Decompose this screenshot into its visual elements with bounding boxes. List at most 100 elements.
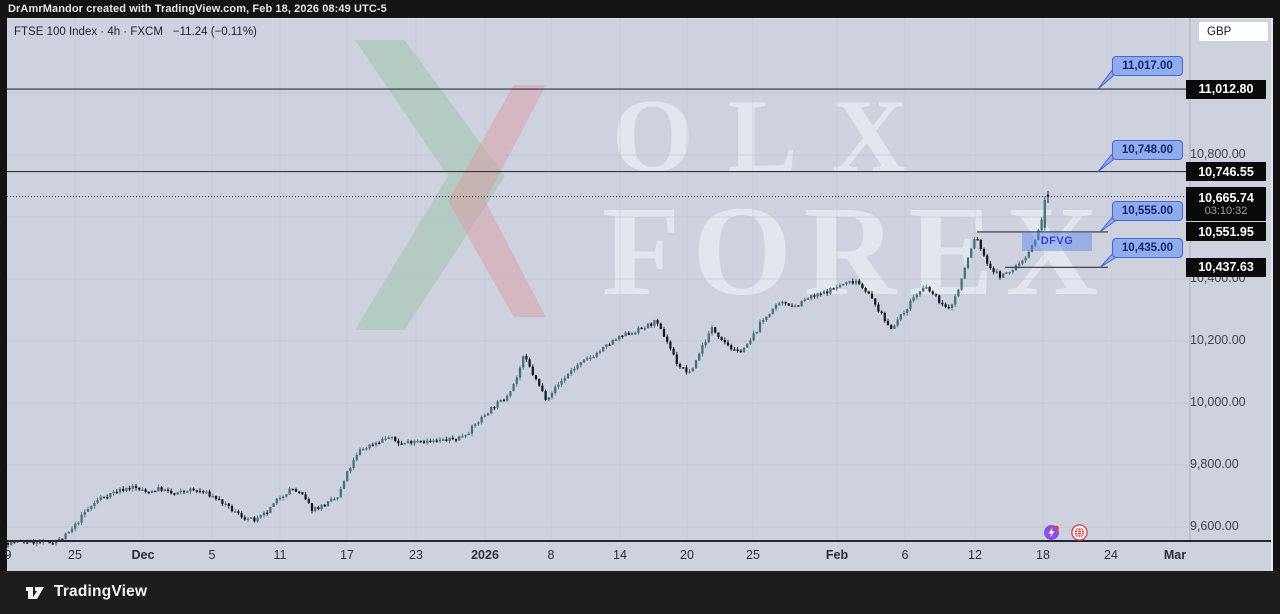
candle-body <box>800 301 803 306</box>
candle-body <box>922 287 925 292</box>
price-callout[interactable]: 10,435.00 <box>1112 238 1183 258</box>
candle-body <box>134 485 138 488</box>
candle-body <box>506 395 509 401</box>
candle-body <box>461 436 464 438</box>
candle-body <box>330 499 333 502</box>
candle-body <box>582 359 586 363</box>
price-callout[interactable]: 11,017.00 <box>1112 56 1183 76</box>
candle-body <box>730 345 733 350</box>
candle-body <box>237 511 240 514</box>
candle-body <box>685 367 688 373</box>
candle-body <box>541 385 544 392</box>
currency-button[interactable]: GBP <box>1199 22 1268 41</box>
candle-body <box>470 425 474 434</box>
price-callout[interactable]: 10,555.00 <box>1112 201 1183 221</box>
candle-body <box>77 522 80 525</box>
candle-body <box>326 501 330 507</box>
candle-body <box>854 280 858 284</box>
candle-body <box>1008 271 1011 274</box>
lightning-event-icon[interactable] <box>1043 524 1060 541</box>
candle-body <box>490 406 493 414</box>
candle-body <box>413 440 416 444</box>
current-price-value: 10,665.74 <box>1198 190 1254 205</box>
candle-body <box>195 490 198 492</box>
candle-body <box>253 517 256 522</box>
candle-body <box>442 439 445 441</box>
candle-body <box>861 283 864 288</box>
candle-body <box>35 541 38 544</box>
candle-body <box>454 439 458 441</box>
candle-body <box>1018 263 1021 266</box>
candle-body <box>342 481 346 489</box>
chart-legend[interactable]: FTSE 100 Index · 4h · FXCM −11.24 (−0.11%… <box>14 26 257 38</box>
candle-body <box>304 494 307 500</box>
candle-body <box>266 512 269 515</box>
candle-body <box>125 488 128 491</box>
time-axis-tick: 14 <box>613 548 627 562</box>
candle-body <box>794 305 797 307</box>
candle-body <box>166 489 170 492</box>
candle-body <box>947 306 950 309</box>
candle-body <box>790 305 794 307</box>
currency-button-label: GBP <box>1207 25 1232 38</box>
candle-body <box>230 505 234 512</box>
time-axis-tick: 11 <box>273 548 287 562</box>
candle-body <box>810 295 813 299</box>
candle-body <box>298 491 301 493</box>
candle-body <box>509 391 512 396</box>
candle-body <box>214 495 218 499</box>
candle-body <box>637 327 640 333</box>
time-axis-tick: 25 <box>746 548 760 562</box>
candle-body <box>234 511 237 513</box>
candle-body <box>1021 260 1024 264</box>
candle-body <box>534 375 538 380</box>
candle-body <box>269 506 272 513</box>
candle-body <box>499 399 502 402</box>
candle-body <box>688 371 691 373</box>
candle-body <box>291 488 294 491</box>
tradingview-logo-icon <box>26 587 44 599</box>
candle-body <box>883 312 886 322</box>
candle-body <box>221 499 224 505</box>
attribution-text: DrAmrMandor created with TradingView.com… <box>8 3 387 15</box>
candle-body <box>806 298 810 300</box>
candle-body <box>458 436 461 441</box>
candle-body <box>982 248 986 256</box>
candle-body <box>938 295 941 303</box>
bar-countdown: 03:10:32 <box>1204 204 1248 217</box>
candle-body <box>419 440 422 443</box>
candle-body <box>598 351 602 353</box>
candle-body <box>998 271 1002 278</box>
candle-body <box>147 491 150 494</box>
candle-body <box>163 489 166 492</box>
candle-body <box>586 358 589 360</box>
tradingview-logo-link[interactable]: TradingView <box>25 583 147 601</box>
candle-body <box>368 444 371 449</box>
candle-body <box>131 485 134 489</box>
candle-body <box>256 517 259 522</box>
candle-body <box>272 503 275 507</box>
time-axis-tick: 18 <box>1036 548 1050 562</box>
candle-body <box>835 287 838 289</box>
candle-body <box>995 271 998 273</box>
watermark-text-line2: FOREX <box>602 180 1110 322</box>
price-callout[interactable]: 10,748.00 <box>1112 140 1183 160</box>
fvg-label: DFVG <box>1040 235 1074 248</box>
globe-event-icon[interactable] <box>1070 523 1088 541</box>
candle-body <box>762 320 765 322</box>
candle-body <box>1046 194 1050 197</box>
candle-body <box>643 327 646 330</box>
candle-body <box>522 356 525 368</box>
candle-body <box>403 443 406 445</box>
time-axis-tick: 2026 <box>471 548 499 562</box>
candle-body <box>198 490 202 493</box>
candle-body <box>528 359 531 367</box>
candle-body <box>678 363 682 368</box>
candle-body <box>669 341 672 349</box>
candle-body <box>346 471 349 482</box>
candle-body <box>381 438 384 443</box>
candle-body <box>464 435 467 437</box>
candle-body <box>691 368 694 372</box>
fvg-drawing-box[interactable]: DFVG <box>1022 231 1092 252</box>
